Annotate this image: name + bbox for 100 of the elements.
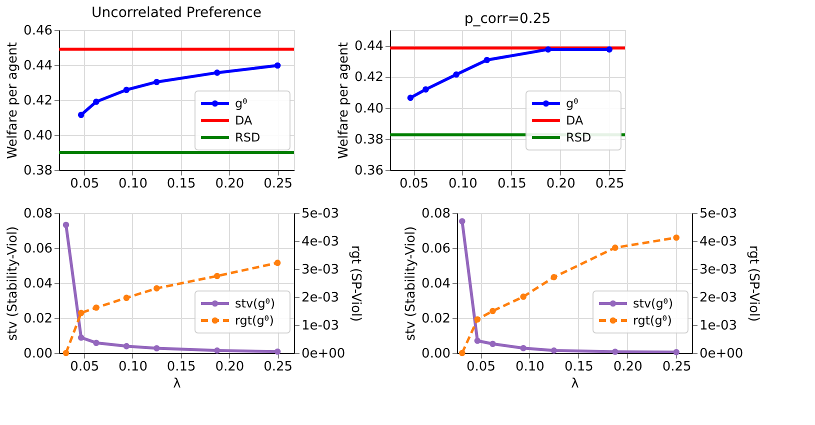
chart-title: Uncorrelated Preference	[92, 5, 262, 21]
y-tick-label: 0.42	[354, 70, 384, 86]
x-tick-label: 0.10	[118, 360, 148, 374]
y-tick-label: 0.08	[422, 206, 450, 222]
point	[484, 56, 490, 64]
point	[154, 285, 160, 292]
legend-label: RSD	[235, 130, 260, 144]
chart-title: p_corr=0.25	[464, 11, 551, 27]
legend-label: DA	[235, 114, 254, 128]
point	[123, 294, 130, 301]
point	[520, 294, 526, 300]
x-tick-label: 0.25	[264, 176, 293, 192]
x-tick-label: 0.15	[166, 360, 196, 374]
y-tick-label: 0.44	[24, 58, 52, 74]
point	[606, 46, 612, 53]
point	[214, 347, 220, 354]
y2-tick-label: 1e-03	[302, 318, 340, 334]
x-tick-label: 0.25	[595, 176, 624, 192]
x-tick-label: 0.10	[118, 176, 148, 192]
point	[422, 86, 429, 93]
y-tick-label: 0.04	[24, 276, 52, 292]
point	[550, 347, 558, 354]
x-tick-label: 0.05	[466, 360, 496, 374]
x-tick-label: 0.25	[264, 360, 293, 374]
point	[93, 98, 100, 105]
y2-tick-label: 4e-03	[302, 234, 340, 250]
x-tick-label: 0.15	[166, 176, 196, 192]
legend-label: DA	[566, 114, 584, 128]
y2-tick-label: 3e-03	[302, 262, 340, 278]
legend-label: rgt(gᶿ)	[633, 314, 672, 328]
point	[458, 218, 466, 224]
point	[474, 316, 481, 323]
point	[93, 304, 100, 311]
y-tick-label: 0.42	[24, 94, 52, 108]
y2-tick-label: 5e-03	[700, 206, 738, 222]
y2-axis-title: rgt (SP-Viol)	[348, 245, 364, 322]
x-tick-label: 0.15	[497, 176, 526, 192]
y-tick-label: 0.06	[24, 242, 52, 256]
point	[78, 112, 84, 118]
y2-tick-label: 2e-03	[302, 290, 340, 306]
y-tick-label: 0.02	[24, 312, 52, 326]
point	[274, 348, 281, 355]
x-tick-label: 0.05	[70, 176, 100, 192]
y2-tick-label: 1e-03	[700, 318, 738, 334]
legend-label: stv(gᶿ)	[235, 296, 276, 310]
point	[550, 274, 558, 280]
y2-tick-label: 3e-03	[700, 262, 738, 278]
y-tick-label: 0.00	[422, 346, 450, 362]
x-tick-label: 0.20	[215, 176, 244, 192]
point	[123, 343, 130, 350]
legend-label: gᶿ	[566, 96, 579, 110]
point	[123, 86, 130, 94]
point	[214, 70, 220, 76]
point	[62, 222, 70, 228]
legend-label: rgt(gᶿ)	[235, 314, 274, 328]
x-tick-label: 0.20	[215, 360, 244, 374]
y2-tick-label: 4e-03	[700, 234, 738, 250]
y2-tick-label: 2e-03	[700, 290, 738, 306]
point	[78, 310, 84, 316]
point	[274, 260, 281, 266]
y-tick-label: 0.02	[422, 312, 450, 326]
x-tick-label: 0.10	[448, 176, 478, 192]
point	[544, 46, 552, 53]
x-axis-title: λ	[173, 376, 182, 392]
legend-label: stv(gᶿ)	[633, 296, 674, 310]
y-tick-label: 0.38	[24, 164, 52, 178]
y-axis-title: stv (Stability-Viol)	[404, 226, 419, 341]
y-tick-label: 0.44	[354, 39, 384, 54]
point	[62, 350, 70, 356]
x-tick-label: 0.20	[546, 176, 576, 192]
y-tick-label: 0.46	[24, 24, 52, 38]
y2-axis-title: rgt (SP-Viol)	[746, 245, 762, 322]
x-tick-label: 0.20	[613, 360, 642, 374]
y-tick-label: 0.38	[354, 132, 384, 148]
y-tick-label: 0.08	[24, 206, 52, 222]
legend-label: gᶿ	[235, 96, 248, 110]
point	[78, 334, 84, 341]
x-tick-label: 0.25	[662, 360, 692, 374]
point	[612, 348, 618, 355]
point	[274, 62, 281, 69]
y-axis-title: Welfare per agent	[6, 42, 21, 159]
y2-tick-label: 0e+00	[700, 346, 744, 362]
point	[673, 234, 680, 241]
point	[458, 350, 466, 356]
x-axis-title: λ	[571, 376, 580, 392]
ref-line-label: RSD	[566, 130, 592, 144]
y-tick-label: 0.06	[422, 242, 450, 256]
point	[154, 78, 160, 86]
point	[490, 340, 496, 348]
point	[520, 344, 526, 352]
point	[673, 348, 680, 356]
y-tick-label: 0.40	[354, 101, 384, 116]
x-tick-label: 0.15	[564, 360, 594, 374]
point	[93, 340, 100, 346]
y2-tick-label: 0e+00	[302, 346, 346, 362]
x-tick-label: 0.05	[70, 360, 100, 374]
y-tick-label: 0.04	[422, 276, 450, 292]
point	[154, 345, 160, 352]
y-axis-title: stv (Stability-Viol)	[6, 226, 21, 341]
y-tick-label: 0.36	[354, 164, 384, 178]
